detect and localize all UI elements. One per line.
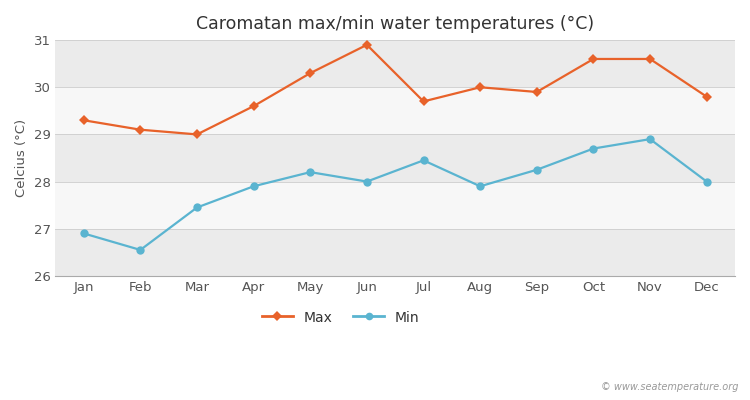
Bar	[56, 229, 735, 276]
Text: © www.seatemperature.org: © www.seatemperature.org	[602, 382, 739, 392]
Legend: Max, Min: Max, Min	[256, 305, 425, 330]
Bar	[56, 40, 735, 87]
Bar	[56, 87, 735, 134]
Bar	[56, 182, 735, 229]
Title: Caromatan max/min water temperatures (°C): Caromatan max/min water temperatures (°C…	[196, 15, 594, 33]
Y-axis label: Celcius (°C): Celcius (°C)	[15, 119, 28, 197]
Bar	[56, 134, 735, 182]
